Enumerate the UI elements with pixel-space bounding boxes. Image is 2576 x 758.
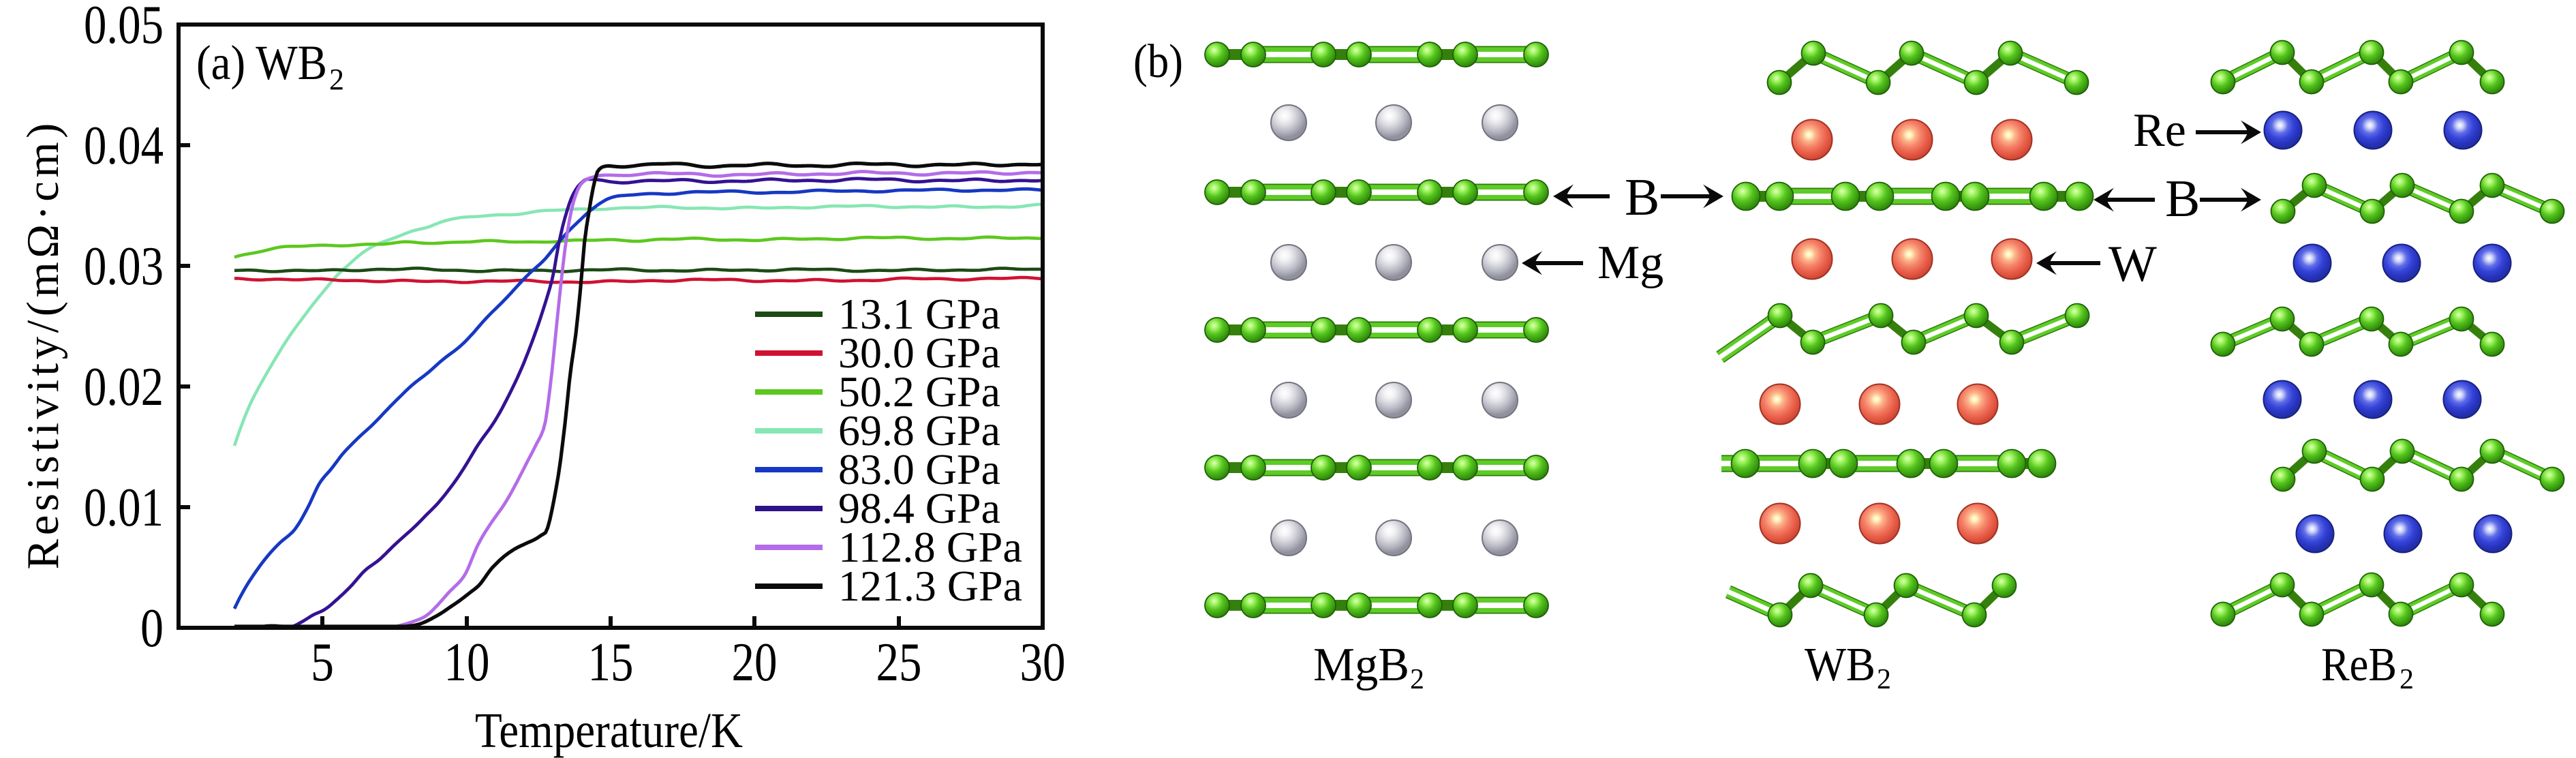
svg-text:(b): (b) [1133, 35, 1183, 88]
svg-text:Resistivity/(mΩ·cm): Resistivity/(mΩ·cm) [18, 123, 68, 570]
svg-text:0.02: 0.02 [84, 356, 164, 417]
svg-text:15: 15 [588, 631, 634, 693]
svg-text:ReB: ReB [2321, 639, 2397, 691]
svg-text:2: 2 [2399, 664, 2414, 695]
svg-text:30.0 GPa: 30.0 GPa [838, 329, 1000, 377]
svg-text:Re: Re [2133, 104, 2186, 157]
svg-text:2: 2 [329, 63, 344, 96]
svg-text:112.8 GPa: 112.8 GPa [838, 523, 1022, 571]
svg-text:0.01: 0.01 [84, 476, 164, 538]
svg-text:0.04: 0.04 [84, 115, 164, 176]
svg-text:0.03: 0.03 [84, 235, 164, 297]
svg-text:69.8 GPa: 69.8 GPa [838, 406, 1000, 455]
svg-text:MgB: MgB [1313, 639, 1409, 691]
svg-text:B: B [2165, 169, 2200, 228]
svg-text:(a) WB: (a) WB [196, 35, 327, 90]
svg-text:5: 5 [311, 631, 334, 693]
svg-text:0: 0 [140, 597, 164, 658]
svg-text:98.4 GPa: 98.4 GPa [838, 484, 1000, 532]
svg-text:0.05: 0.05 [84, 0, 164, 55]
svg-text:50.2 GPa: 50.2 GPa [838, 367, 1000, 416]
svg-text:25: 25 [876, 631, 922, 693]
svg-text:Mg: Mg [1597, 237, 1663, 289]
svg-text:2: 2 [1877, 664, 1891, 695]
svg-text:2: 2 [1410, 664, 1424, 695]
svg-text:121.3 GPa: 121.3 GPa [838, 562, 1022, 610]
svg-text:Temperature/K: Temperature/K [475, 703, 743, 758]
svg-text:30: 30 [1020, 631, 1066, 693]
svg-text:W: W [2109, 236, 2157, 292]
svg-text:WB: WB [1805, 639, 1875, 691]
svg-text:13.1 GPa: 13.1 GPa [838, 290, 1000, 338]
svg-text:83.0 GPa: 83.0 GPa [838, 445, 1000, 494]
svg-text:B: B [1625, 168, 1659, 226]
svg-text:20: 20 [732, 631, 778, 693]
svg-text:10: 10 [444, 631, 490, 693]
